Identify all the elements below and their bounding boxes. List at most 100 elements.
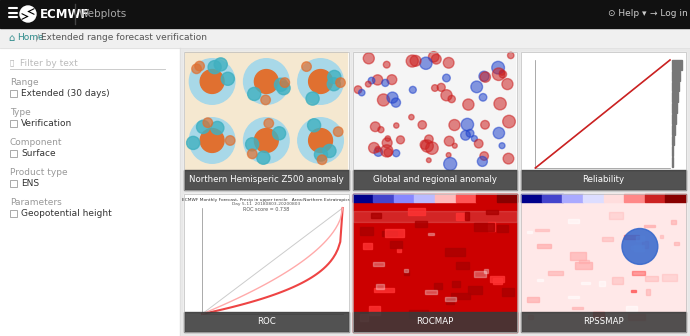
Text: ENS: ENS — [21, 179, 39, 188]
Circle shape — [448, 95, 455, 103]
Bar — [528, 315, 533, 319]
Text: Verification: Verification — [21, 119, 72, 128]
Text: RPSSMAP: RPSSMAP — [583, 318, 624, 327]
Text: Reliability: Reliability — [582, 175, 624, 184]
Bar — [631, 246, 642, 249]
Circle shape — [471, 81, 482, 93]
Text: Range: Range — [10, 78, 39, 87]
Circle shape — [280, 78, 290, 87]
Circle shape — [298, 59, 344, 104]
Circle shape — [208, 60, 221, 74]
Circle shape — [477, 157, 487, 166]
Circle shape — [189, 118, 235, 163]
Circle shape — [373, 75, 383, 85]
Bar — [645, 194, 665, 202]
Text: Extended (30 days): Extended (30 days) — [21, 89, 110, 98]
Text: Geopotential height: Geopotential height — [21, 209, 112, 218]
Bar — [10, 150, 17, 157]
Circle shape — [244, 118, 289, 163]
Bar — [581, 282, 590, 284]
Circle shape — [508, 52, 514, 58]
Circle shape — [622, 228, 658, 264]
Bar — [453, 281, 460, 287]
Circle shape — [500, 70, 504, 75]
Text: ECMWF Monthly Forecast, Precip in upper tercile   Area:Northern Extratropics: ECMWF Monthly Forecast, Precip in upper … — [182, 198, 351, 202]
Bar — [455, 194, 476, 202]
Circle shape — [244, 59, 289, 104]
Circle shape — [375, 146, 381, 152]
Circle shape — [197, 120, 210, 133]
Bar — [184, 52, 348, 190]
Bar — [0, 48, 180, 336]
Bar — [10, 120, 17, 127]
Bar — [548, 271, 562, 275]
Text: ⌂: ⌂ — [8, 33, 14, 43]
Circle shape — [479, 71, 489, 81]
Bar — [354, 52, 407, 110]
Bar — [239, 111, 293, 169]
Bar — [583, 194, 604, 202]
Bar — [575, 262, 592, 268]
Bar — [465, 212, 469, 219]
Circle shape — [298, 118, 344, 163]
Bar — [572, 307, 582, 309]
Circle shape — [20, 6, 36, 22]
Text: Filter by text: Filter by text — [20, 58, 78, 68]
Circle shape — [444, 158, 457, 170]
Circle shape — [214, 58, 227, 71]
Circle shape — [443, 57, 454, 68]
Bar — [435, 194, 455, 202]
Bar — [672, 71, 680, 81]
Bar — [522, 194, 686, 332]
Bar — [468, 286, 482, 294]
Bar — [522, 52, 686, 190]
Circle shape — [200, 70, 224, 93]
Circle shape — [317, 155, 327, 165]
Bar — [434, 283, 442, 289]
Circle shape — [461, 118, 473, 131]
Bar — [408, 310, 428, 318]
Bar — [462, 52, 515, 110]
Bar — [377, 284, 384, 289]
Circle shape — [480, 93, 487, 101]
Circle shape — [371, 122, 380, 132]
Circle shape — [315, 148, 328, 161]
Circle shape — [186, 136, 199, 150]
Circle shape — [384, 61, 390, 68]
Bar — [535, 60, 682, 168]
Text: → Log in: → Log in — [650, 9, 688, 18]
Bar — [184, 170, 348, 190]
Bar — [522, 194, 686, 332]
Bar — [476, 194, 497, 202]
Bar — [354, 111, 407, 169]
Bar — [371, 213, 381, 218]
Bar — [660, 235, 663, 238]
Circle shape — [409, 86, 416, 93]
Bar — [672, 114, 676, 124]
Circle shape — [428, 51, 439, 62]
Circle shape — [333, 127, 343, 136]
Bar — [10, 90, 17, 97]
Circle shape — [493, 68, 505, 81]
Bar — [408, 52, 461, 110]
Bar — [474, 271, 486, 277]
Circle shape — [437, 83, 445, 91]
Text: Day 5-11  20180803-20200803: Day 5-11 20180803-20200803 — [233, 203, 300, 207]
Circle shape — [471, 135, 477, 141]
Bar — [404, 270, 408, 275]
Circle shape — [261, 95, 270, 105]
Bar — [672, 103, 677, 113]
Bar — [184, 312, 348, 332]
Bar — [562, 194, 583, 202]
Bar — [456, 262, 469, 269]
Circle shape — [385, 136, 391, 141]
Circle shape — [200, 129, 224, 153]
Circle shape — [273, 127, 286, 140]
Circle shape — [192, 64, 201, 74]
Bar — [542, 194, 562, 202]
Circle shape — [393, 150, 400, 157]
Circle shape — [420, 57, 432, 69]
Circle shape — [248, 149, 257, 159]
Circle shape — [363, 53, 374, 64]
Bar — [353, 170, 518, 190]
